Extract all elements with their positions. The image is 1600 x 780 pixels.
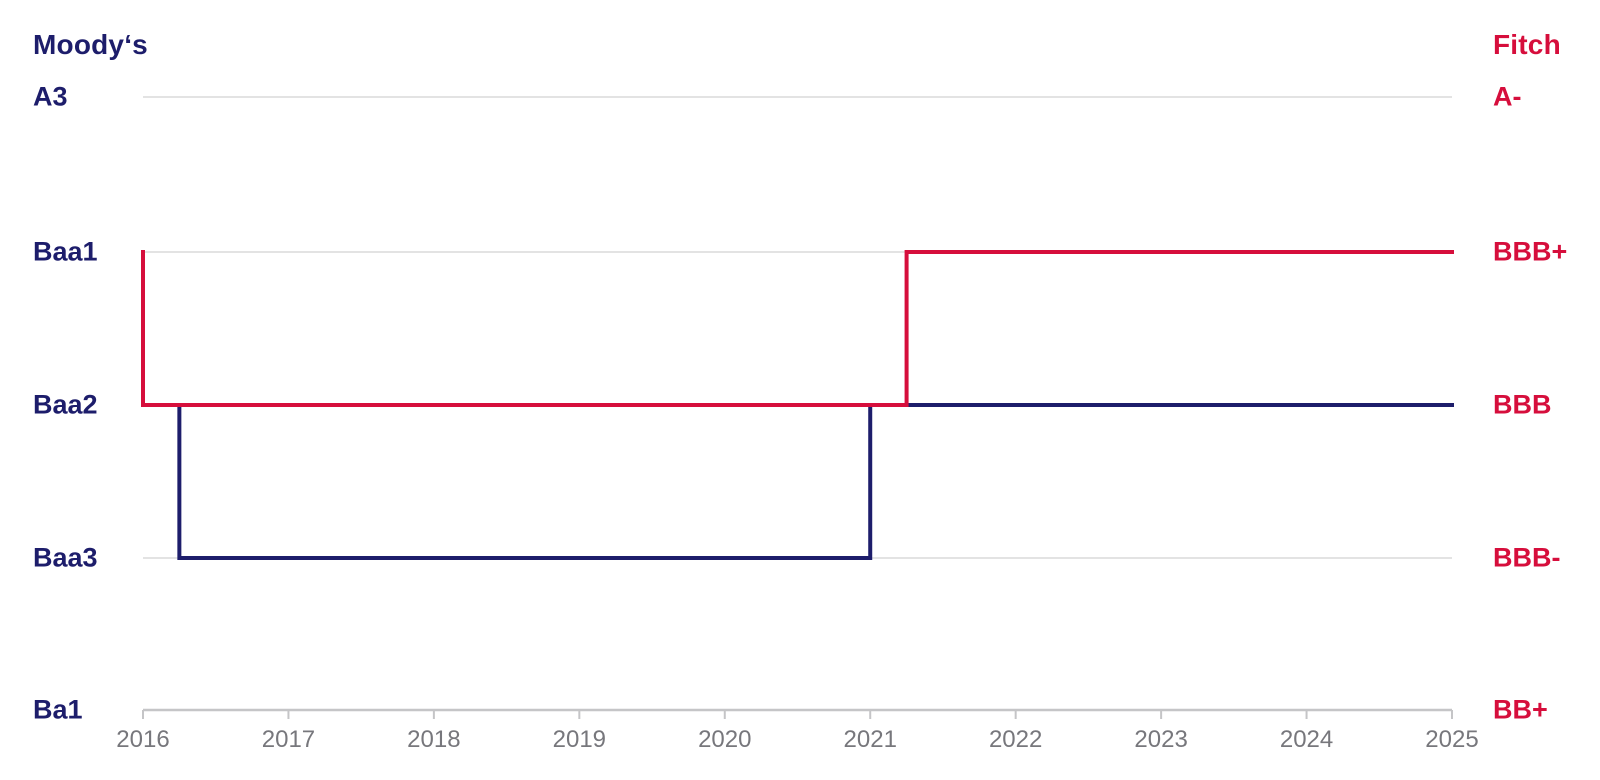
fitch-scale-label-a-minus: A- <box>1493 81 1522 112</box>
x-tick-label: 2023 <box>1134 726 1188 753</box>
moodys-axis-title: Moody‘s <box>33 29 148 60</box>
fitch-scale-label-bb-plus: BB+ <box>1493 694 1548 725</box>
x-tick-label: 2022 <box>988 726 1043 753</box>
moodys-scale-label-a3: A3 <box>33 81 68 112</box>
x-tick-label: 2017 <box>261 726 316 753</box>
x-tick-label: 2024 <box>1279 726 1334 753</box>
fitch-scale-label-bbb-minus: BBB- <box>1493 542 1561 573</box>
moodys-scale-label-ba1: Ba1 <box>33 694 83 725</box>
fitch-scale-label-bbb: BBB <box>1493 389 1552 420</box>
x-tick-label: 2018 <box>407 726 461 753</box>
x-tick-label: 2020 <box>698 726 752 753</box>
x-axis <box>142 708 1453 719</box>
moodys-scale-label-baa2: Baa2 <box>33 389 98 420</box>
moodys-series-line <box>141 403 1454 560</box>
moodys-scale-label-baa3: Baa3 <box>33 542 98 573</box>
fitch-scale-label-bbb-plus: BBB+ <box>1493 236 1568 267</box>
x-tick-label: 2025 <box>1425 726 1479 753</box>
x-tick-label: 2019 <box>552 726 607 753</box>
fitch-axis-title: Fitch <box>1493 29 1561 60</box>
gridlines <box>143 96 1452 559</box>
x-tick-label: 2016 <box>116 726 170 753</box>
x-tick-label: 2021 <box>843 726 897 753</box>
fitch-series-line <box>141 250 1454 407</box>
moodys-scale-label-baa1: Baa1 <box>33 236 98 267</box>
